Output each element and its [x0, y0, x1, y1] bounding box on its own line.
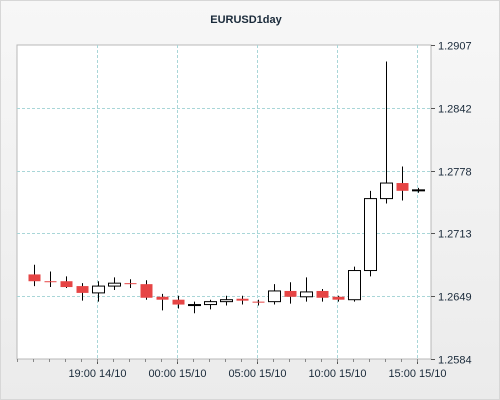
y-tick-label: 1.2713 — [438, 229, 472, 241]
candle-body-down — [76, 286, 89, 293]
candle-body-up — [220, 299, 233, 303]
candle — [156, 293, 169, 311]
y-tick-label: 1.2842 — [438, 104, 472, 116]
candle — [220, 295, 233, 306]
candle — [396, 166, 409, 201]
candle — [76, 283, 89, 301]
candle — [28, 264, 41, 287]
x-tick-label: 15:00 15/10 — [388, 368, 446, 380]
candle — [332, 295, 345, 302]
plot-area — [16, 44, 432, 360]
candle — [44, 271, 57, 288]
candle — [252, 299, 265, 306]
candle-body-up — [364, 198, 377, 272]
candle-body-up — [204, 301, 217, 306]
candle — [140, 280, 153, 300]
candle-body-down — [236, 298, 249, 301]
candle — [204, 299, 217, 310]
candle — [108, 277, 121, 290]
candle — [284, 282, 297, 304]
candle-body-up — [380, 182, 393, 200]
y-tick-label: 1.2584 — [438, 355, 472, 367]
candle — [300, 277, 313, 302]
candle-body-down — [156, 296, 169, 300]
candle — [348, 266, 361, 302]
candle-body-down — [252, 301, 265, 303]
candle-body-down — [60, 281, 73, 288]
y-tick-label: 1.2778 — [438, 167, 472, 179]
candle-body-up — [300, 291, 313, 298]
x-tick-label: 19:00 14/10 — [68, 368, 126, 380]
candle-body-down — [396, 183, 409, 191]
candle-body-down — [28, 274, 41, 282]
candle — [60, 276, 73, 289]
candle-body-up — [188, 304, 201, 307]
x-tick-label: 10:00 15/10 — [308, 368, 366, 380]
candle — [364, 190, 377, 277]
candle — [316, 289, 329, 302]
candle — [236, 295, 249, 305]
candle-body-down — [140, 284, 153, 298]
candle-body-up — [348, 270, 361, 301]
chart-title: EURUSD1day — [210, 14, 282, 26]
candle-body-down — [172, 299, 185, 305]
y-tick-label: 1.2649 — [438, 292, 472, 304]
candle-body-up — [412, 189, 425, 192]
grid-layer — [17, 45, 431, 359]
candle-body-down — [316, 290, 329, 298]
candle — [188, 301, 201, 314]
y-tick-label: 1.2907 — [438, 41, 472, 53]
candle — [412, 187, 425, 193]
candle-layer — [28, 61, 425, 314]
candle-body-down — [284, 290, 297, 297]
candle-body-down — [124, 283, 137, 285]
x-tick-label: 05:00 15/10 — [228, 368, 286, 380]
candle — [268, 284, 281, 305]
candle-body-down — [332, 296, 345, 300]
candle — [380, 61, 393, 204]
candle — [172, 295, 185, 309]
candle-body-up — [268, 290, 281, 303]
candle — [92, 281, 105, 302]
x-tick-label: 00:00 15/10 — [148, 368, 206, 380]
candle — [124, 279, 137, 289]
candle-body-up — [108, 282, 121, 287]
candle-body-down — [44, 281, 57, 283]
axis-layer: 1.2907 1.2842 1.2778 1.2713 1.2649 1.2584 19:0… — [17, 41, 472, 380]
candle-body-up — [92, 285, 105, 294]
